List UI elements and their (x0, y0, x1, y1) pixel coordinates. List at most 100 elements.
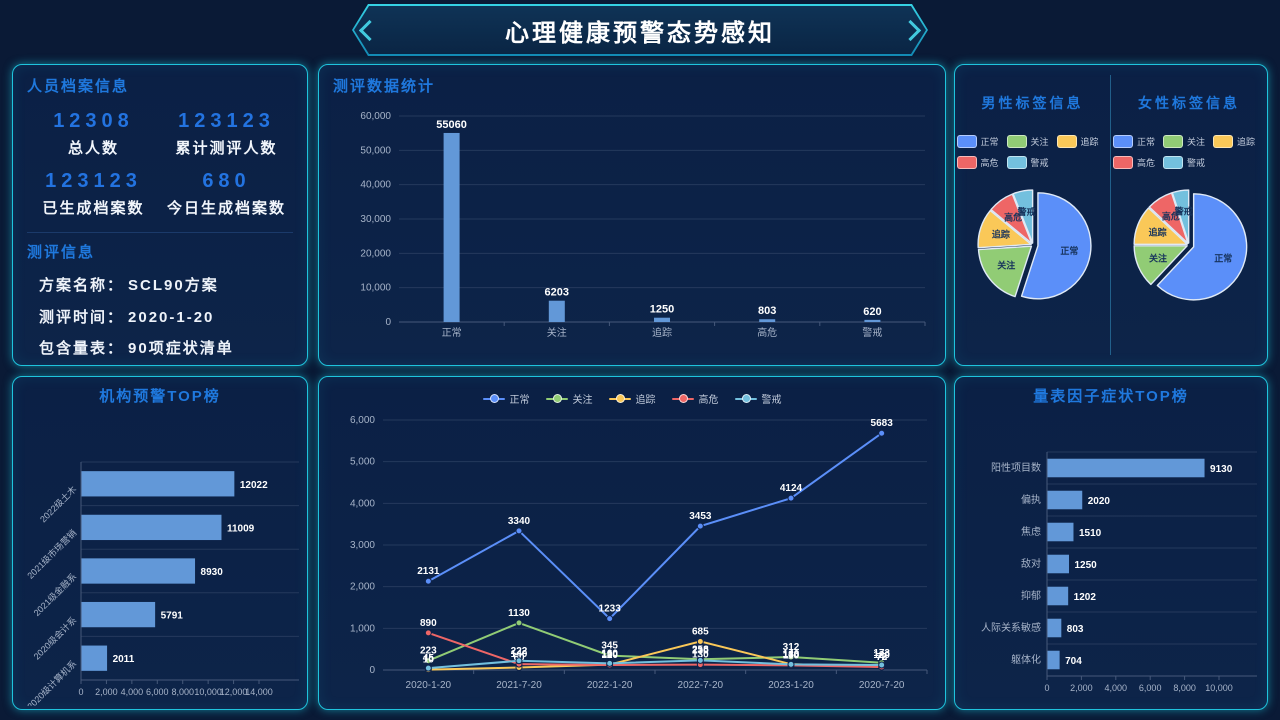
field-scale-included: 包含量表： 90项症状清单 (27, 333, 293, 365)
bar[interactable] (443, 132, 460, 322)
pie-slice-正常[interactable] (1020, 192, 1092, 300)
data-point[interactable] (696, 637, 704, 645)
data-point[interactable] (606, 615, 614, 623)
legend-item-正常[interactable]: 正常 (1113, 135, 1155, 148)
bar[interactable] (1047, 554, 1070, 574)
bar[interactable] (81, 514, 222, 541)
data-point[interactable] (606, 652, 614, 660)
personnel-panel-title: 人员档案信息 (27, 78, 130, 95)
stat-label: 已生成档案数 (42, 200, 145, 217)
chart-label: 1250 (650, 304, 674, 316)
legend-item-正常[interactable]: 正常 (482, 391, 530, 406)
factor-top-panel: 量表因子症状TOP榜 0 2,000 4,000 6,000 8,000 10,000 91… (954, 376, 1268, 710)
chart-label: 6,000 (146, 687, 169, 697)
legend-item-关注[interactable]: 关注 (1006, 135, 1049, 148)
data-point[interactable] (696, 522, 704, 530)
bar[interactable] (1047, 522, 1074, 542)
bar[interactable] (81, 645, 108, 671)
chart-label: 130 (692, 650, 709, 661)
data-point[interactable] (696, 656, 704, 664)
bar[interactable] (81, 471, 235, 497)
chart-label: 20,000 (360, 248, 391, 259)
line-series-正常[interactable] (427, 432, 883, 621)
chart-label: 140 (511, 649, 528, 660)
line-series-高危[interactable] (428, 631, 882, 668)
chart-label: 6203 (545, 287, 569, 299)
pie-slice-关注[interactable] (1133, 245, 1188, 286)
chart-label: 3340 (508, 516, 531, 527)
pie-slice-警戒[interactable] (1171, 189, 1190, 244)
data-point[interactable] (424, 664, 432, 672)
data-point[interactable] (878, 661, 886, 669)
line-series-警戒[interactable] (428, 659, 882, 670)
pie-slice-追踪[interactable] (976, 209, 1032, 249)
field-value: 2020-1-20 (128, 308, 215, 326)
data-point[interactable] (606, 659, 614, 667)
chart-label: 9130 (1210, 464, 1233, 475)
data-point[interactable] (424, 629, 432, 637)
pie-slice-高危[interactable] (1148, 192, 1189, 245)
legend-item-关注[interactable]: 关注 (545, 391, 593, 406)
legend-line-icon (671, 394, 694, 403)
bar[interactable] (548, 300, 565, 322)
legend-line-icon (734, 394, 757, 403)
chart-label: 222 (511, 646, 528, 657)
data-point[interactable] (515, 527, 523, 535)
legend-label: 关注 (572, 395, 593, 406)
bar[interactable] (81, 601, 156, 628)
chart-label: 4124 (780, 483, 803, 494)
pie-slice-正常[interactable] (1156, 193, 1248, 301)
bar[interactable] (1047, 490, 1083, 510)
chart-label: 10,000 (1205, 683, 1233, 693)
chart-label: 40,000 (360, 180, 391, 191)
data-point[interactable] (878, 429, 886, 437)
data-point[interactable] (787, 653, 795, 661)
legend-label: 正常 (980, 137, 999, 147)
chart-label: 2020 (1088, 496, 1111, 507)
data-point[interactable] (787, 494, 795, 502)
chart-label: 5791 (161, 611, 184, 622)
bar[interactable] (1047, 650, 1060, 670)
legend-label: 警戒 (1030, 158, 1049, 168)
data-point[interactable] (515, 657, 523, 665)
data-point[interactable] (424, 577, 432, 585)
pie-slice-警戒[interactable] (1011, 189, 1033, 244)
bar[interactable] (1047, 586, 1069, 606)
chart-label: 223 (420, 646, 437, 657)
legend-item-追踪[interactable]: 追踪 (1213, 135, 1255, 148)
bar[interactable] (1047, 618, 1062, 638)
chart-label: 12,000 (220, 687, 248, 697)
assessment-bar-chart: 0 10,000 20,000 30,000 40,000 50,000 60,000 550… (360, 111, 926, 339)
bar[interactable] (654, 317, 670, 322)
legend-item-正常[interactable]: 正常 (956, 135, 999, 148)
pie-slice-高危[interactable] (989, 193, 1033, 245)
legend-item-关注[interactable]: 关注 (1163, 135, 1205, 148)
legend-line-icon (608, 394, 631, 403)
legend-line-icon (545, 394, 568, 403)
legend-item-追踪[interactable]: 追踪 (1056, 135, 1099, 148)
chart-label: 2020级计算机系 (25, 658, 79, 706)
line-series-关注[interactable] (427, 621, 882, 664)
data-point[interactable] (424, 657, 432, 665)
field-label: 方案名称： (39, 277, 125, 294)
pie-slice-追踪[interactable] (1133, 207, 1188, 245)
legend-item-高危[interactable]: 高危 (956, 156, 999, 169)
legend-item-警戒[interactable]: 警戒 (1163, 156, 1205, 169)
legend-item-警戒[interactable]: 警戒 (734, 391, 782, 406)
legend-item-高危[interactable]: 高危 (1113, 156, 1155, 169)
legend-item-追踪[interactable]: 追踪 (608, 391, 656, 406)
bar[interactable] (759, 319, 776, 322)
pie-slice-关注[interactable] (977, 245, 1032, 298)
bar[interactable] (1047, 458, 1205, 478)
factor-bar-chart: 0 2,000 4,000 6,000 8,000 10,000 9130 阳性项目数 2020… (981, 451, 1257, 693)
data-point[interactable] (515, 619, 523, 627)
chart-label: 2020级会计系 (31, 614, 78, 661)
data-point[interactable] (787, 660, 795, 668)
chart-label: 10 (423, 655, 435, 666)
legend-item-高危[interactable]: 高危 (671, 391, 719, 406)
legend-item-警戒[interactable]: 警戒 (1006, 156, 1049, 169)
bar[interactable] (864, 319, 881, 322)
bar[interactable] (81, 558, 196, 584)
